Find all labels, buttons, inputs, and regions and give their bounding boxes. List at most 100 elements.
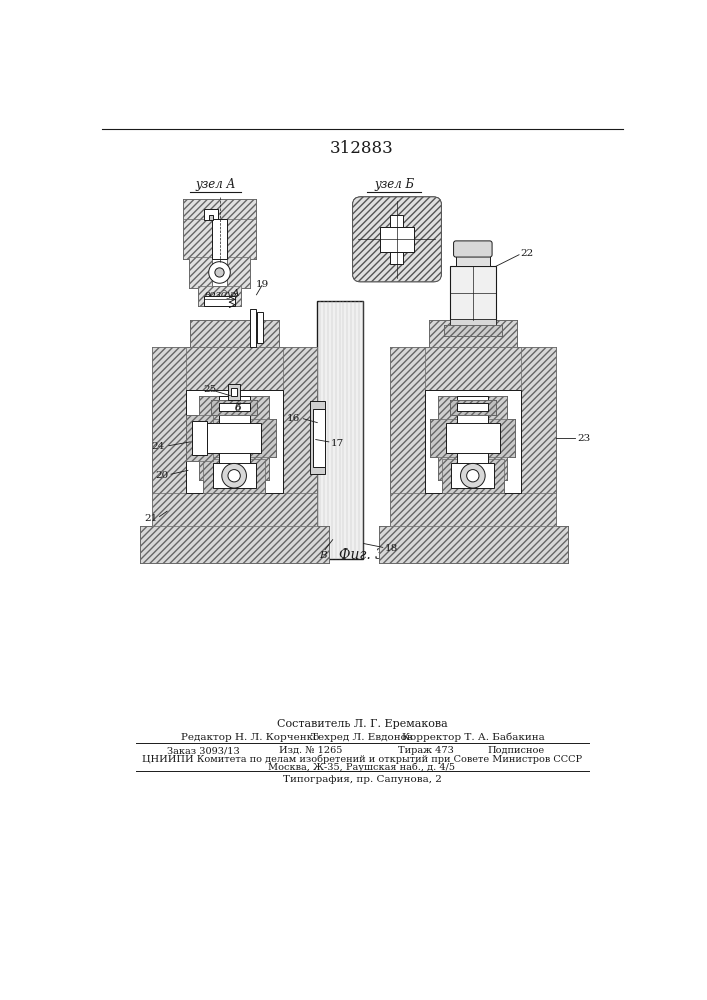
Text: Москва, Ж-35, Раушская наб., д. 4/5: Москва, Ж-35, Раушская наб., д. 4/5 [269,762,455,772]
Bar [457,396,489,480]
Bar [438,396,508,480]
Text: 19: 19 [256,280,269,289]
Bar [187,415,214,461]
Text: Техред Л. Евдонов: Техред Л. Евдонов [311,733,413,742]
Text: Подписное: Подписное [487,746,544,755]
Bar [450,319,496,326]
Bar [390,347,556,389]
Bar [211,400,257,415]
Bar [218,403,250,411]
Text: 18: 18 [385,544,398,553]
Text: 23: 23 [578,434,591,443]
Text: б: б [235,403,241,412]
Bar [189,257,212,288]
Bar [189,257,212,288]
Text: 25: 25 [203,385,216,394]
Bar [227,257,250,288]
FancyBboxPatch shape [353,197,441,282]
Bar [152,347,317,389]
Bar [310,401,325,474]
Bar [390,347,556,389]
Bar [457,403,489,411]
Bar [317,301,363,559]
Bar [152,493,317,528]
Bar [438,396,508,480]
Text: узел Б: узел Б [374,178,414,191]
Text: ЦНИИПИ Комитета по делам изобретений и открытий при Совете Министров СССР: ЦНИИПИ Комитета по делам изобретений и о… [142,754,582,764]
Text: Фиг. 3: Фиг. 3 [339,548,385,562]
Bar [283,347,317,528]
Bar [442,459,503,493]
Text: Заказ 3093/13: Заказ 3093/13 [167,746,240,755]
Bar [152,347,187,528]
Bar [450,400,496,415]
Bar [450,400,496,415]
Bar [231,388,238,396]
Circle shape [228,470,240,482]
Bar [213,463,256,488]
Bar [190,320,279,347]
Bar [451,463,494,488]
Bar [199,396,269,480]
Text: 16: 16 [287,414,300,423]
Bar [379,526,568,563]
Text: Составитель Л. Г. Еремакова: Составитель Л. Г. Еремакова [276,719,448,729]
Bar [390,215,403,264]
Bar [227,219,256,259]
Bar [218,396,250,480]
Bar [443,325,502,336]
Bar [187,389,283,493]
Bar [446,423,500,453]
Bar [192,421,207,455]
Text: Редактор Н. Л. Корченко: Редактор Н. Л. Корченко [181,733,320,742]
Bar [390,493,556,528]
Bar [429,320,518,347]
Bar [283,347,317,528]
Text: Изд. № 1265: Изд. № 1265 [279,746,342,755]
Bar [212,219,227,259]
Bar [204,296,235,306]
Bar [211,400,257,415]
Bar [198,286,241,306]
Bar [257,312,264,343]
Bar [380,227,414,252]
Bar [390,347,425,528]
Circle shape [215,268,224,277]
Bar [228,384,240,400]
Bar [250,309,256,347]
Bar [152,347,317,389]
Circle shape [209,262,230,283]
Bar [152,347,187,528]
Bar [199,396,269,480]
FancyBboxPatch shape [454,241,492,257]
Circle shape [460,463,485,488]
Bar [198,286,241,306]
Bar [443,325,502,336]
Bar [207,423,261,453]
Circle shape [467,470,479,482]
Text: А: А [232,289,240,298]
Bar [227,219,256,259]
Bar [431,419,515,457]
Bar [204,459,265,493]
Bar [152,493,317,528]
Bar [187,415,214,461]
Bar [425,389,521,493]
Bar [204,209,218,220]
Bar [521,347,556,528]
Bar [390,493,556,528]
Text: 312883: 312883 [330,140,394,157]
Text: 21: 21 [144,514,157,523]
Text: В: В [320,551,327,560]
Text: 20: 20 [156,471,169,480]
Bar [140,526,329,563]
Bar [209,215,214,220]
Bar [140,526,329,563]
Text: Типография, пр. Сапунова, 2: Типография, пр. Сапунова, 2 [283,775,441,784]
FancyBboxPatch shape [353,197,441,282]
Text: 17: 17 [331,439,344,448]
Bar [182,199,256,220]
Bar [192,419,276,457]
Bar [190,320,279,347]
Bar [431,419,515,457]
